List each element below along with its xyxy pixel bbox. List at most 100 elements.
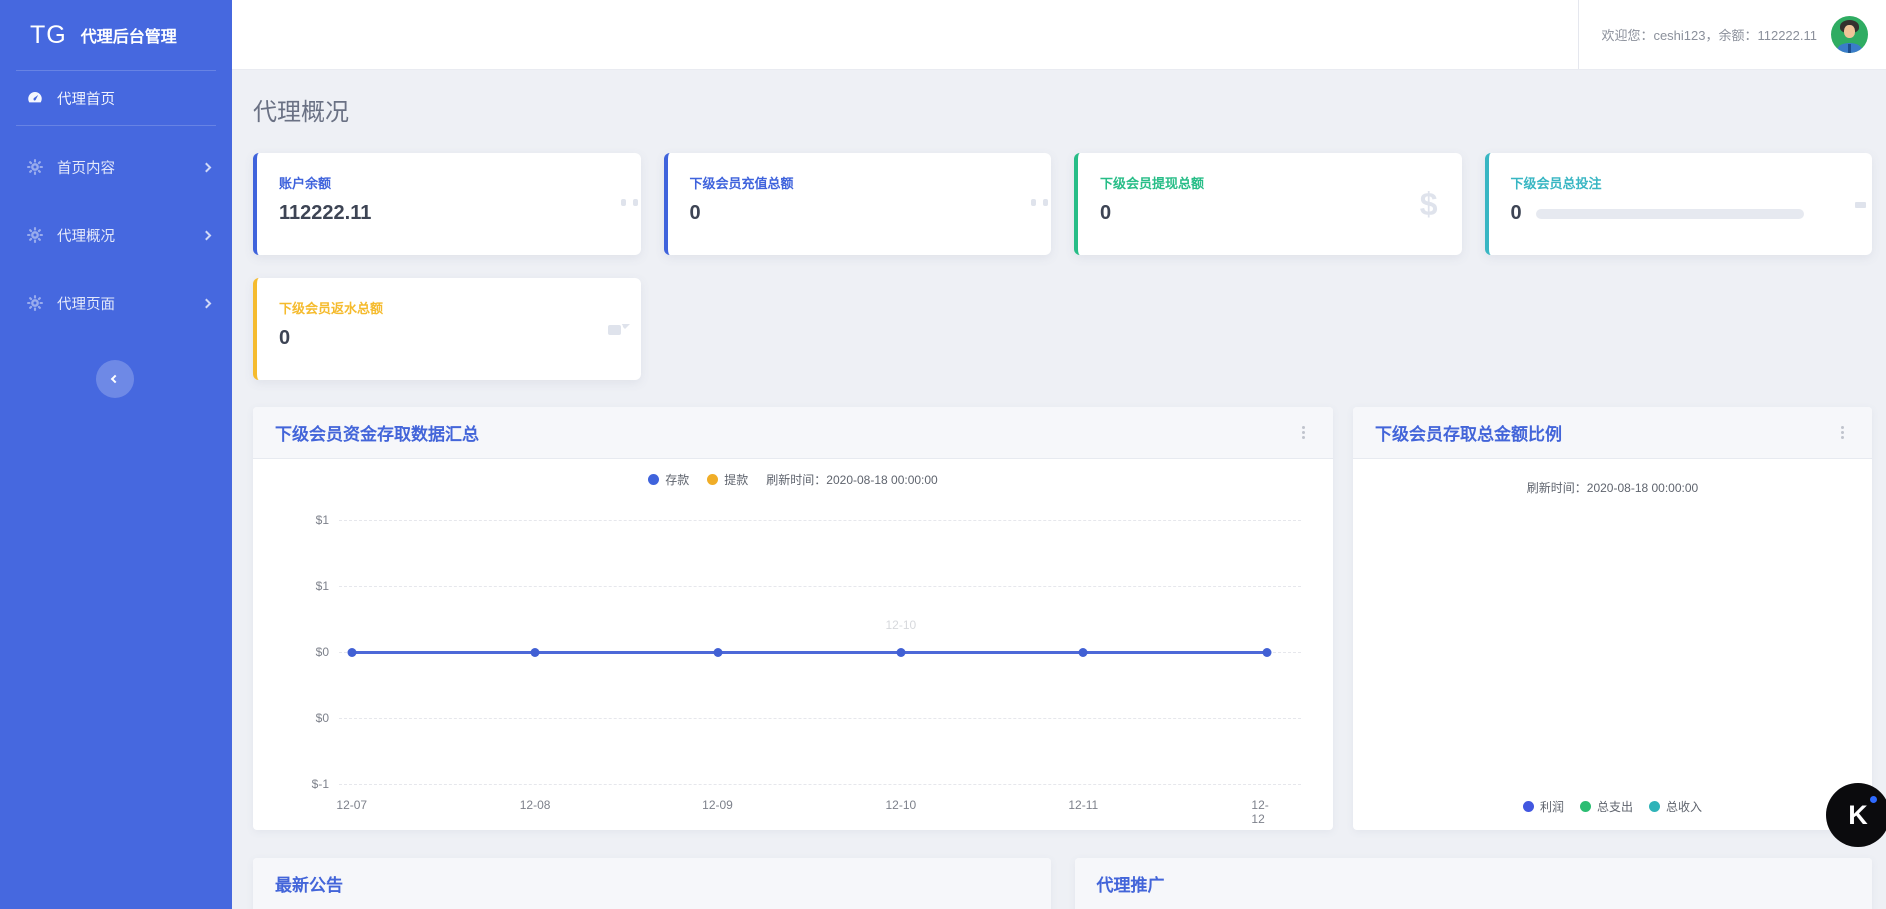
latest-announcements-panel: 最新公告: [253, 858, 1051, 909]
panel-header: 最新公告: [253, 858, 1051, 909]
divider: [16, 125, 216, 126]
sidebar-item-agent-overview[interactable]: 代理概况: [0, 208, 232, 262]
stat-card-value: 0: [1510, 202, 1522, 224]
legend-dot: [648, 474, 660, 485]
gridline: [339, 784, 1301, 785]
y-tick-label: $0: [315, 711, 329, 725]
x-tick-label: 12-07: [336, 798, 368, 812]
x-tick-label: 12-08: [519, 798, 551, 812]
data-point[interactable]: [530, 648, 540, 657]
stat-card-title: 下级会员返水总额: [279, 301, 384, 316]
app-logo[interactable]: TG 代理后台管理: [0, 0, 232, 70]
stat-card-value: 112222.11: [279, 202, 372, 224]
line-chart: 存款 提款 刷新时间：2020-08-18 00:00:00 $1 $1: [253, 459, 1333, 832]
legend-item-profit[interactable]: 利润: [1522, 798, 1564, 815]
data-point[interactable]: [1262, 648, 1272, 657]
sidebar-item-label: 代理概况: [57, 228, 115, 245]
stat-card-value: 0: [689, 202, 701, 224]
x-tick-label: 12-10: [885, 798, 917, 812]
avatar-face: [1844, 25, 1855, 38]
agent-promotion-panel: 代理推广: [1074, 858, 1872, 909]
gear-icon: [26, 158, 44, 176]
y-tick-label: $0: [315, 645, 329, 659]
divider: [16, 70, 216, 71]
fading-tooltip: 12-10: [885, 618, 917, 632]
panel-title: 最新公告: [275, 876, 343, 895]
stat-card-value: 0: [1100, 202, 1112, 224]
legend-dot: [1522, 801, 1534, 812]
data-point[interactable]: [347, 648, 357, 657]
stat-card-title: 账户余额: [279, 176, 332, 191]
dashboard-icon: [26, 89, 44, 107]
legend-dot: [707, 474, 719, 485]
chevron-left-icon: [110, 374, 120, 384]
data-point[interactable]: [896, 648, 906, 657]
legend-dot: [1649, 801, 1660, 812]
sidebar-item-home-content[interactable]: 首页内容: [0, 140, 232, 194]
legend-item-total-income[interactable]: 总收入: [1649, 798, 1702, 815]
sidebar-collapse-button[interactable]: [96, 360, 134, 398]
panel-title: 下级会员资金存取数据汇总: [275, 425, 479, 444]
y-tick-label: $-1: [311, 777, 329, 791]
panel-title: 代理推广: [1096, 876, 1165, 895]
stat-card-withdraw-total: 下级会员提现总额 0 $: [1074, 153, 1462, 255]
legend-label: 存款: [665, 473, 690, 487]
sidebar-item-label: 首页内容: [57, 160, 115, 177]
chevron-right-icon: [201, 230, 212, 240]
k-logo-icon: K: [1848, 799, 1868, 830]
gridline: [339, 718, 1301, 719]
deposit-withdraw-chart-panel: 下级会员资金存取数据汇总 存款 提款 刷新时间：2020-08-18 00:00…: [253, 407, 1333, 830]
pie-chart: 刷新时间：2020-08-18 00:00:00 利润 总支出 总收入: [1353, 459, 1872, 830]
panel-header: 下级会员资金存取数据汇总: [253, 407, 1333, 459]
topbar: 欢迎您：ceshi123，余额：112222.11: [232, 0, 1886, 70]
panel-header: 代理推广: [1074, 858, 1872, 909]
welcome-text: 欢迎您：ceshi123，余额：112222.11: [1601, 28, 1817, 43]
legend-dot: [1579, 801, 1591, 812]
refresh-time-label: 刷新时间：2020-08-18 00:00:00: [766, 473, 938, 487]
stat-card-value: 0: [279, 327, 291, 349]
legend-item-total-expense[interactable]: 总支出: [1579, 798, 1633, 815]
data-point[interactable]: [713, 648, 722, 657]
refresh-time-label: 刷新时间：2020-08-18 00:00:00: [1526, 481, 1699, 495]
chat-widget-button[interactable]: K: [1826, 783, 1886, 847]
notification-dot: [1870, 796, 1877, 803]
kebab-menu-icon[interactable]: [1295, 424, 1311, 442]
chevron-right-icon: [201, 162, 212, 172]
pie-legend: 利润 总支出 总收入: [1353, 798, 1872, 815]
x-tick-label: 12-12: [1251, 798, 1269, 826]
legend-label: 利润: [1539, 800, 1564, 814]
sidebar-item-agent-home[interactable]: 代理首页: [0, 71, 232, 125]
gear-icon: [26, 294, 44, 312]
stat-cards-row-1: 账户余额 112222.11 下级会员充值总额 0 下级会员提现总额 0 $ 下…: [253, 153, 1872, 255]
chart-plot-area: $1 $1 $0 $0 $-1 12-10: [283, 502, 1307, 832]
gridline: [339, 586, 1301, 587]
stat-card-title: 下级会员充值总额: [689, 176, 794, 191]
user-avatar[interactable]: [1831, 16, 1868, 53]
sidebar-item-label: 代理页面: [57, 296, 115, 313]
progress-bar-track: [1535, 208, 1804, 219]
x-axis: 12-07 12-08 12-09 12-10 12-11 12-12: [336, 798, 1297, 826]
stat-card-account-balance: 账户余额 112222.11: [253, 153, 641, 255]
stat-card-rebate-total: 下级会员返水总额 0: [253, 278, 641, 380]
legend-label: 总支出: [1596, 800, 1633, 814]
sidebar-item-agent-pages[interactable]: 代理页面: [0, 276, 232, 330]
deposit-ratio-panel: 下级会员存取总金额比例 刷新时间：2020-08-18 00:00:00 利润 …: [1353, 407, 1872, 830]
dollar-icon: $: [1419, 186, 1438, 222]
app-title: 代理后台管理: [80, 29, 177, 46]
logo-short: TG: [30, 20, 67, 49]
y-tick-label: $1: [315, 579, 329, 593]
gear-icon: [26, 226, 44, 244]
stat-card-total-bets: 下级会员总投注 0: [1484, 153, 1872, 255]
gridline: [339, 520, 1301, 521]
kebab-menu-icon[interactable]: [1834, 424, 1850, 442]
main-content: 代理概况 账户余额 112222.11 下级会员充值总额 0 下级会员提现总额 …: [232, 70, 1886, 909]
legend-item-withdraw[interactable]: 提款: [707, 471, 748, 488]
legend-label: 提款: [724, 473, 749, 487]
avatar-tie: [1848, 44, 1851, 53]
data-point[interactable]: [1078, 648, 1088, 657]
legend-item-deposit[interactable]: 存款: [648, 471, 689, 488]
panel-header: 下级会员存取总金额比例: [1353, 407, 1872, 459]
panel-title: 下级会员存取总金额比例: [1375, 425, 1562, 444]
line-series: [351, 651, 1267, 654]
stat-card-title: 下级会员提现总额: [1100, 176, 1205, 191]
